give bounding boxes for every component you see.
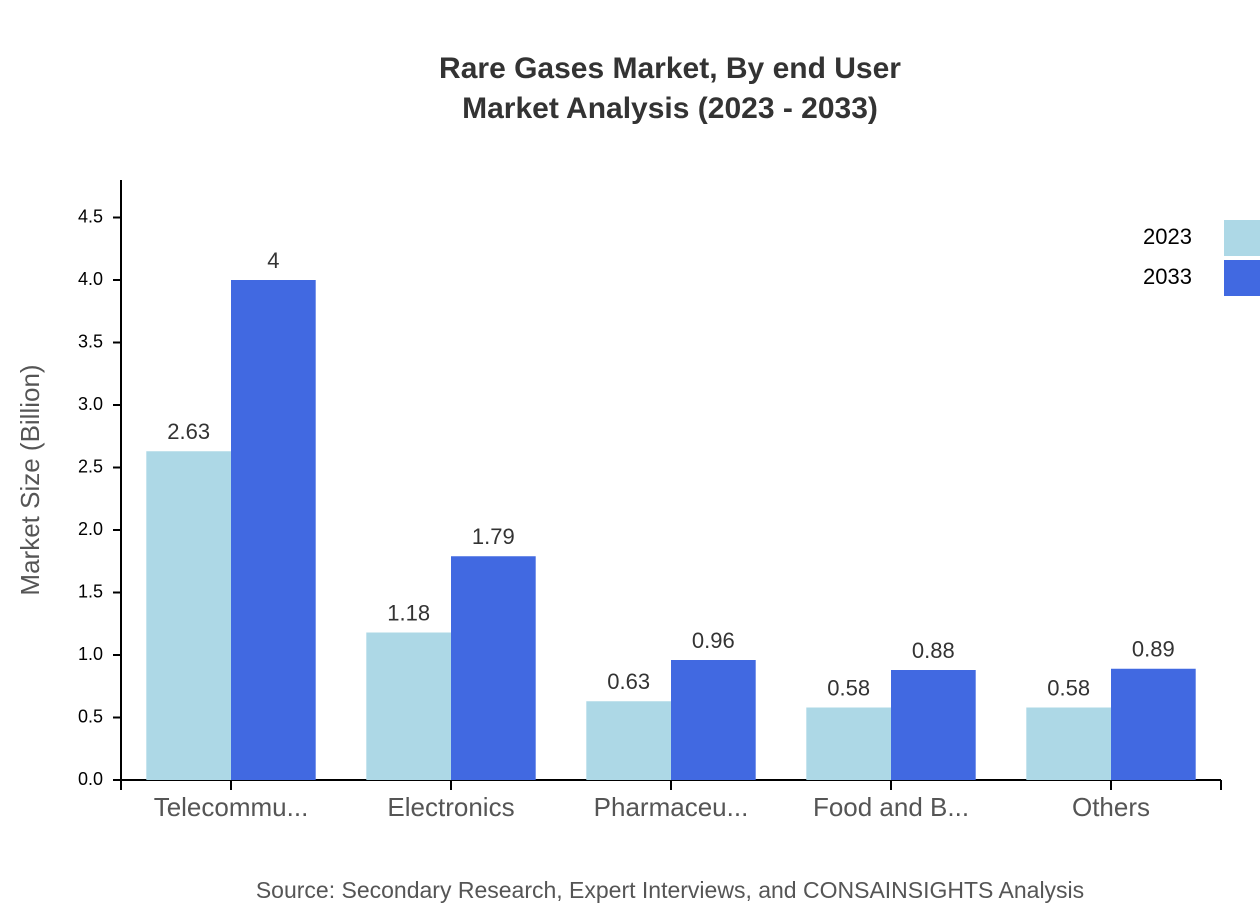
value-label: 1.79 xyxy=(472,524,515,549)
y-tick-label: 1.5 xyxy=(78,581,103,601)
x-tick-label: Pharmaceu... xyxy=(594,792,749,822)
value-label: 4 xyxy=(267,248,279,273)
chart-title: Rare Gases Market, By end User xyxy=(439,52,901,85)
y-tick-label: 2.5 xyxy=(78,456,103,476)
source-note: Source: Secondary Research, Expert Inter… xyxy=(256,877,1084,903)
bar xyxy=(146,451,231,780)
x-tick-label: Others xyxy=(1072,792,1150,822)
value-label: 2.63 xyxy=(167,419,210,444)
x-tick-label: Food and B... xyxy=(813,792,969,822)
legend-label: 2033 xyxy=(1143,264,1192,289)
y-tick-label: 1.0 xyxy=(78,644,103,664)
y-tick-label: 0.0 xyxy=(78,769,103,789)
bar xyxy=(231,280,316,780)
x-tick-label: Telecommu... xyxy=(154,792,309,822)
value-label: 0.89 xyxy=(1132,637,1175,662)
legend-swatch xyxy=(1224,260,1260,296)
y-axis-label: Market Size (Billion) xyxy=(15,364,45,595)
y-tick-label: 3.0 xyxy=(78,394,103,414)
value-label: 0.63 xyxy=(607,669,650,694)
value-label: 0.58 xyxy=(1047,675,1090,700)
bar xyxy=(366,632,451,780)
bar xyxy=(671,660,756,780)
y-tick-label: 4.5 xyxy=(78,206,103,226)
bar xyxy=(1111,668,1196,780)
value-label: 0.58 xyxy=(827,675,870,700)
bar xyxy=(451,556,536,780)
x-tick-label: Electronics xyxy=(387,792,514,822)
y-tick-label: 2.0 xyxy=(78,519,103,539)
value-label: 0.96 xyxy=(692,628,735,653)
y-tick-label: 3.5 xyxy=(78,331,103,351)
legend-swatch xyxy=(1224,220,1260,256)
value-label: 1.18 xyxy=(387,600,430,625)
bar xyxy=(1026,707,1111,780)
chart-subtitle: Market Analysis (2023 - 2033) xyxy=(462,92,878,125)
bar xyxy=(806,707,891,780)
y-tick-label: 4.0 xyxy=(78,269,103,289)
y-tick-label: 0.5 xyxy=(78,706,103,726)
value-label: 0.88 xyxy=(912,638,955,663)
legend-label: 2023 xyxy=(1143,224,1192,249)
bar xyxy=(586,701,671,780)
bar xyxy=(891,670,976,780)
